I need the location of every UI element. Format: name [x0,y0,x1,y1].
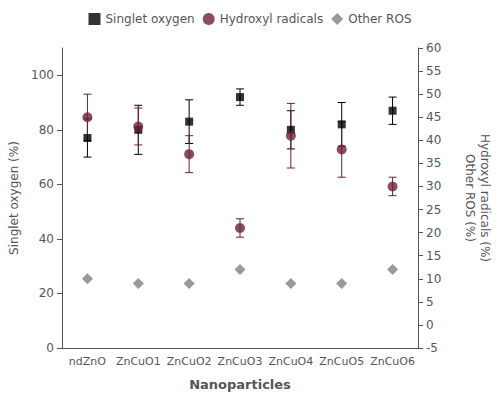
svg-text:20: 20 [39,286,54,300]
svg-text:ZnCuO4: ZnCuO4 [268,355,313,368]
svg-text:55: 55 [426,64,441,78]
svg-text:ndZnO: ndZnO [69,355,106,368]
svg-text:25: 25 [426,203,441,217]
svg-text:60: 60 [39,177,54,191]
svg-text:Singlet oxygen: Singlet oxygen [106,12,195,26]
svg-text:ZnCuO5: ZnCuO5 [319,355,364,368]
svg-text:40: 40 [39,232,54,246]
svg-text:30: 30 [426,179,441,193]
svg-text:40: 40 [426,133,441,147]
svg-text:10: 10 [426,272,441,286]
svg-text:20: 20 [426,226,441,240]
svg-text:ZnCuO2: ZnCuO2 [167,355,212,368]
svg-text:Singlet oxygen (%): Singlet oxygen (%) [7,141,21,255]
svg-text:Hydroxyl radicals (%): Hydroxyl radicals (%) [478,134,492,262]
svg-text:60: 60 [426,41,441,55]
svg-text:Other ROS: Other ROS [348,12,411,26]
svg-text:0: 0 [46,341,54,355]
svg-text:50: 50 [426,87,441,101]
svg-text:Nanoparticles: Nanoparticles [189,377,291,392]
svg-text:Hydroxyl radicals: Hydroxyl radicals [220,12,324,26]
svg-text:80: 80 [39,123,54,137]
svg-text:15: 15 [426,249,441,263]
svg-text:ZnCuO3: ZnCuO3 [218,355,263,368]
svg-text:-5: -5 [426,341,438,355]
svg-text:Other ROS (%): Other ROS (%) [463,154,477,242]
svg-text:0: 0 [426,318,434,332]
svg-text:5: 5 [426,295,434,309]
svg-text:100: 100 [31,68,54,82]
svg-text:35: 35 [426,156,441,170]
svg-text:ZnCuO6: ZnCuO6 [370,355,415,368]
svg-text:45: 45 [426,110,441,124]
svg-text:ZnCuO1: ZnCuO1 [116,355,161,368]
